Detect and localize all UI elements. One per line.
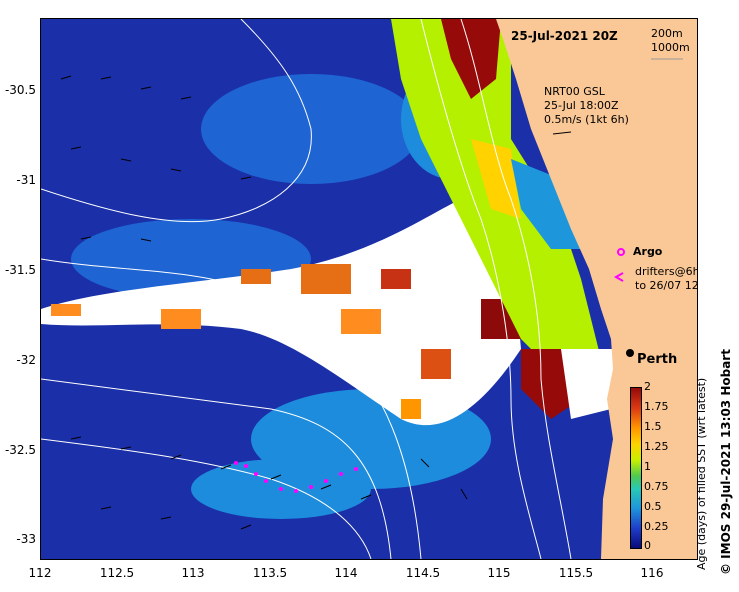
colorbar-tick: 1.75 [644, 400, 669, 413]
coastal-hot-patch [441, 19, 501, 99]
colorbar-tick: 0.75 [644, 480, 669, 493]
current-time-label: 25-Jul 18:00Z [544, 99, 619, 112]
current-scale-label: 0.5m/s (1kt 6h) [544, 113, 629, 126]
current-arrows [60, 75, 468, 530]
argo-legend-label: Argo [633, 245, 663, 258]
lat-tick: -31 [16, 173, 36, 187]
drifter-legend-icon [613, 272, 624, 282]
drifter-legend-date: to 26/07 12Z [635, 279, 697, 292]
colorbar-tick: 1.25 [644, 440, 669, 453]
drifter-legend-label: drifters@6h– [635, 265, 697, 278]
colorbar-tick: 1 [644, 460, 651, 473]
lon-tick: 114 [334, 566, 358, 580]
colorbar-tick: 0.5 [644, 500, 662, 513]
perth-marker [626, 349, 634, 357]
lon-tick: 113.5 [252, 566, 288, 580]
lon-tick: 116 [640, 566, 664, 580]
lon-tick: 112 [28, 566, 52, 580]
lon-tick: 115.5 [558, 566, 594, 580]
lon-tick: 114.5 [405, 566, 441, 580]
lat-tick: -30.5 [4, 83, 36, 97]
sst-age-map [41, 19, 697, 559]
colorbar-title: Age (days) of filled SST (wrt latest) [695, 377, 708, 570]
land-area [496, 19, 697, 559]
colorbar-tick: 1.5 [644, 420, 662, 433]
cloud-gap [41, 199, 521, 426]
colorbar-tick: 0.25 [644, 520, 669, 533]
lat-tick: -32 [16, 353, 36, 367]
argo-legend-icon [617, 248, 625, 256]
coastal-cool-patch [511, 159, 581, 249]
lat-tick: -31.5 [4, 263, 36, 277]
depth-200m-label: 200m [651, 27, 683, 40]
scale-arrow [552, 131, 572, 135]
perth-label: Perth [637, 352, 678, 367]
coastal-warm-patch [471, 139, 521, 219]
depth-1000m-label: 1000m [651, 41, 690, 54]
lat-tick: -32.5 [4, 443, 36, 457]
map-area[interactable]: 25-Jul-2021 20Z 200m 1000m NRT00 GSL 25-… [40, 18, 698, 560]
lon-tick: 115 [487, 566, 511, 580]
colorbar-tick: 0 [644, 539, 651, 552]
lon-tick: 112.5 [99, 566, 135, 580]
drifter-track [234, 461, 358, 493]
cloud-gap [561, 349, 621, 419]
depth-contours [41, 19, 572, 559]
colorbar-tick: 2 [644, 380, 651, 393]
current-source-label: NRT00 GSL [544, 85, 605, 98]
colorbar [630, 387, 642, 549]
lat-tick: -33 [16, 532, 36, 546]
date-label: 25-Jul-2021 20Z [511, 29, 618, 43]
credit-label: © IMOS 29-Jul-2021 13:03 Hobart [719, 349, 733, 575]
lon-tick: 113 [181, 566, 205, 580]
warm-patches [51, 264, 521, 419]
